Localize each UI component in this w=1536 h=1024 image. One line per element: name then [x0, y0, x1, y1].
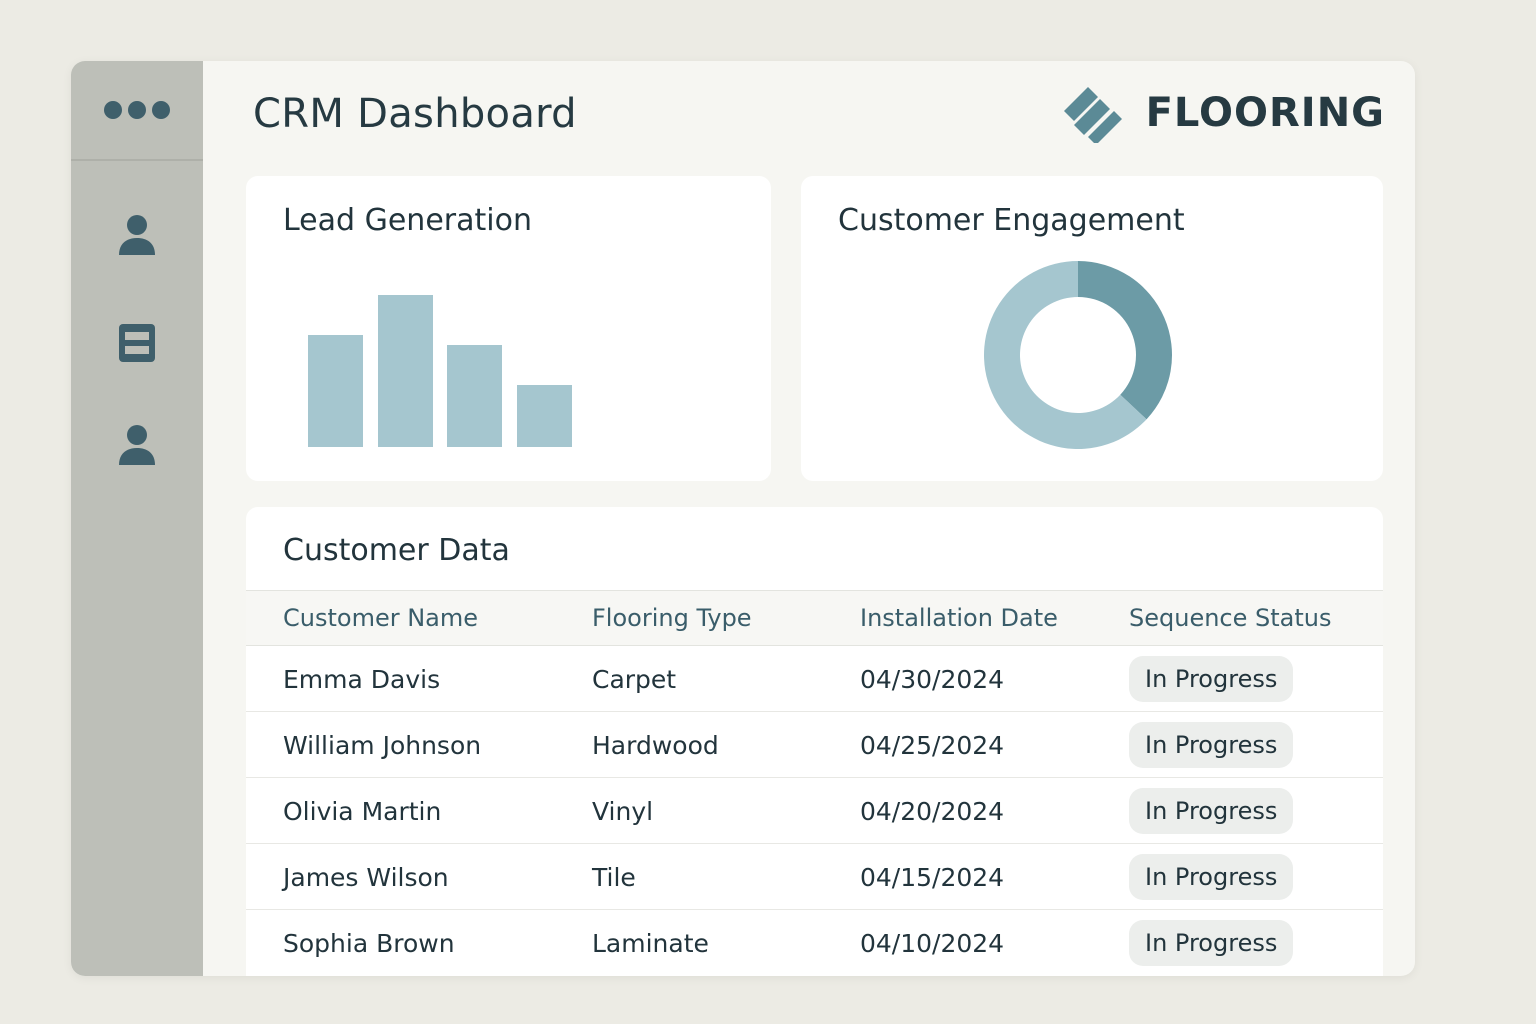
customer-data-title: Customer Data: [283, 533, 510, 568]
status-badge: In Progress: [1129, 854, 1294, 900]
donut-slice: [1078, 261, 1172, 420]
customer-name: Olivia Martin: [283, 797, 442, 826]
customer-name: William Johnson: [283, 731, 482, 760]
customer-data-card: Customer Data Customer Name Flooring Typ…: [246, 507, 1383, 976]
column-header-customer-name[interactable]: Customer Name: [283, 604, 479, 632]
bar: [308, 334, 363, 447]
installation-date: 04/20/2024: [860, 797, 1005, 826]
status-badge: In Progress: [1129, 722, 1294, 768]
table-row[interactable]: Emma Davis Carpet 04/30/2024 In Progress: [246, 646, 1383, 712]
column-header-sequence-status[interactable]: Sequence Status: [1129, 604, 1332, 632]
bar: [516, 384, 572, 447]
status-badge: In Progress: [1129, 920, 1294, 966]
user-icon[interactable]: [117, 213, 157, 257]
flooring-type: Tile: [592, 863, 636, 892]
installation-date: 04/15/2024: [860, 863, 1005, 892]
brand-name: FLOORING: [1145, 90, 1385, 136]
status-badge: In Progress: [1129, 788, 1294, 834]
flooring-type: Laminate: [592, 929, 709, 958]
installation-date: 04/30/2024: [860, 665, 1005, 694]
installation-date: 04/25/2024: [860, 731, 1005, 760]
customer-engagement-title: Customer Engagement: [838, 203, 1185, 238]
dot: [128, 101, 146, 119]
lead-generation-title: Lead Generation: [283, 203, 532, 238]
main-content: CRM Dashboard FLOORING Lead Generation C…: [203, 61, 1415, 976]
customer-name: Sophia Brown: [283, 929, 455, 958]
table-row[interactable]: James Wilson Tile 04/15/2024 In Progress: [246, 844, 1383, 910]
table-row[interactable]: William Johnson Hardwood 04/25/2024 In P…: [246, 712, 1383, 778]
sidebar: [71, 61, 203, 976]
customer-name: James Wilson: [283, 863, 449, 892]
table-header: Customer Name Flooring Type Installation…: [246, 590, 1383, 646]
bar: [447, 344, 502, 447]
brand: FLOORING: [1060, 83, 1385, 143]
bar: [377, 294, 433, 447]
stacked-planks-logo: [1063, 87, 1122, 143]
status-badge: In Progress: [1129, 656, 1294, 702]
sidebar-header: [71, 61, 203, 161]
lead-generation-card: Lead Generation: [246, 176, 771, 481]
dot: [152, 101, 170, 119]
column-header-installation-date[interactable]: Installation Date: [860, 604, 1058, 632]
list-icon[interactable]: [117, 321, 157, 365]
table-row[interactable]: Sophia Brown Laminate 04/10/2024 In Prog…: [246, 910, 1383, 976]
customer-engagement-card: Customer Engagement: [801, 176, 1383, 481]
flooring-type: Carpet: [592, 665, 677, 694]
three-dots-icon[interactable]: [104, 101, 170, 119]
donut-slice: [984, 261, 1147, 449]
app-window: CRM Dashboard FLOORING Lead Generation C…: [71, 61, 1415, 976]
contact-icon[interactable]: [117, 423, 157, 467]
donut-chart: [984, 261, 1172, 449]
customer-name: Emma Davis: [283, 665, 441, 694]
flooring-type: Vinyl: [592, 797, 654, 826]
installation-date: 04/10/2024: [860, 929, 1005, 958]
dot: [104, 101, 122, 119]
page-title: CRM Dashboard: [253, 91, 577, 137]
column-header-flooring-type[interactable]: Flooring Type: [592, 604, 752, 632]
flooring-type: Hardwood: [592, 731, 719, 760]
table-row[interactable]: Olivia Martin Vinyl 04/20/2024 In Progre…: [246, 778, 1383, 844]
